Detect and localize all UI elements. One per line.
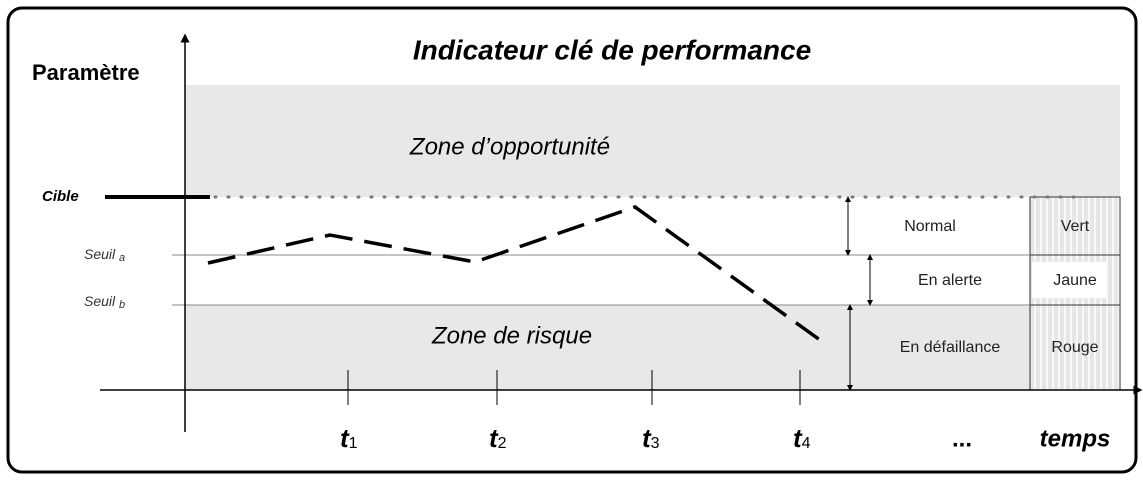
time-tick-label: t3 bbox=[642, 423, 660, 453]
frame bbox=[6, 6, 1138, 474]
state-label: En alerte bbox=[918, 272, 982, 289]
threshold-b-label: Seuil b bbox=[84, 293, 125, 311]
x-axis-label: temps bbox=[1040, 425, 1111, 452]
y-axis-label: Paramètre bbox=[32, 60, 140, 85]
status-color: Jaune bbox=[1053, 272, 1097, 289]
time-tick-label: t2 bbox=[489, 423, 507, 453]
risk-zone-label: Zone de risque bbox=[431, 322, 592, 349]
threshold-a-label: Seuil a bbox=[84, 246, 125, 264]
time-tick-label: t1 bbox=[340, 423, 358, 453]
status-color: Vert bbox=[1061, 218, 1090, 235]
state-label: Normal bbox=[904, 218, 956, 235]
risk-zone bbox=[185, 305, 1030, 390]
state-label: En défaillance bbox=[900, 339, 1001, 356]
yellow-box bbox=[1032, 262, 1106, 298]
opportunity-zone bbox=[185, 85, 1120, 197]
indicator-line bbox=[207, 205, 822, 342]
opportunity-zone-label: Zone d’opportunité bbox=[409, 133, 610, 160]
time-tick-label: t4 bbox=[793, 423, 811, 453]
title: Indicateur clé de performance bbox=[413, 34, 811, 65]
status-color: Rouge bbox=[1051, 339, 1098, 356]
ellipsis: ... bbox=[952, 425, 972, 452]
target-label: Cible bbox=[42, 188, 79, 205]
